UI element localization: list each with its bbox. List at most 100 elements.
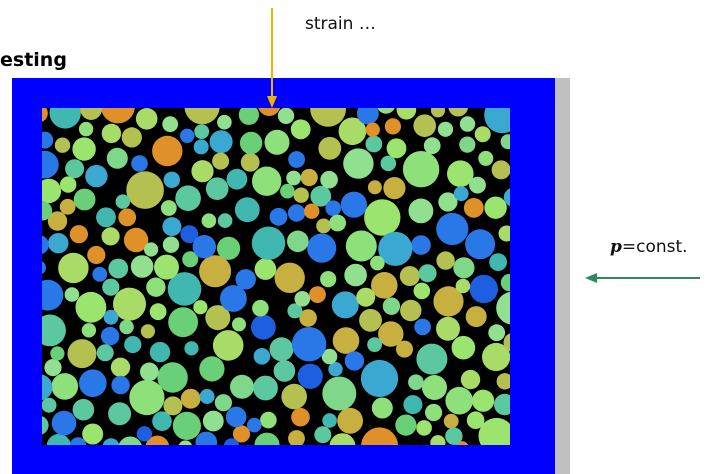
particle [438, 122, 453, 137]
particle [408, 374, 424, 390]
particle [361, 360, 398, 397]
particle [286, 171, 301, 186]
particle [288, 151, 305, 168]
particle [260, 412, 277, 429]
particle [278, 108, 294, 124]
particle [193, 235, 216, 258]
particle [346, 231, 377, 262]
diagram: esting strain … p=const. [0, 0, 721, 474]
particle [320, 271, 336, 287]
particle [141, 324, 155, 338]
particle [111, 358, 130, 377]
particle [465, 229, 495, 259]
particle [150, 303, 167, 320]
particle [137, 426, 152, 441]
particle [136, 108, 158, 130]
particle [464, 198, 484, 218]
particle [85, 165, 107, 187]
particle [247, 418, 262, 433]
particle [322, 377, 356, 411]
particle [254, 348, 271, 365]
particle [366, 123, 380, 137]
particle [364, 199, 400, 235]
particle [422, 375, 447, 400]
particle [416, 344, 447, 375]
particle [72, 137, 95, 160]
particle [370, 256, 385, 271]
particle [102, 227, 120, 245]
particle [52, 411, 77, 436]
particle [126, 171, 164, 209]
particle [416, 420, 432, 436]
particle [436, 251, 454, 269]
particle [87, 246, 105, 264]
particle [367, 337, 382, 352]
particle [294, 188, 309, 203]
particle [472, 390, 494, 412]
particle [252, 167, 281, 196]
particle [252, 300, 269, 317]
particle [445, 428, 462, 445]
particle [459, 137, 475, 153]
particle [461, 370, 480, 389]
particle [414, 319, 431, 336]
particle [108, 259, 128, 279]
particle [280, 184, 295, 199]
particle [79, 122, 93, 136]
particle [400, 266, 420, 286]
particle [55, 138, 70, 153]
particle [82, 424, 103, 445]
particle [119, 320, 133, 334]
particle [470, 275, 498, 303]
particle [411, 235, 431, 255]
particle [131, 155, 148, 172]
particle [478, 151, 493, 166]
particle [307, 234, 336, 263]
particle [65, 159, 84, 178]
particle [241, 153, 260, 172]
particle [345, 351, 364, 370]
particle [316, 219, 331, 234]
particle [111, 376, 129, 394]
particle [295, 291, 311, 307]
particle [70, 225, 88, 243]
particle [484, 197, 506, 219]
particle [82, 323, 96, 337]
particle [368, 180, 382, 194]
particle [341, 192, 367, 218]
particle [116, 194, 130, 208]
particle [291, 119, 311, 139]
particle [436, 317, 460, 341]
particle [292, 327, 326, 361]
particle [281, 384, 307, 410]
particle [131, 255, 154, 278]
particle [454, 186, 469, 201]
particle [191, 160, 213, 182]
particle [322, 413, 337, 428]
particle [226, 407, 247, 428]
particle [44, 359, 61, 376]
particle [414, 283, 431, 300]
particle [252, 227, 285, 260]
particle [265, 130, 290, 155]
particle [163, 237, 179, 253]
particle [456, 279, 471, 294]
particle [60, 199, 76, 215]
particle [50, 346, 64, 360]
particle [206, 177, 229, 200]
particle [65, 287, 80, 302]
particle [387, 138, 407, 158]
particle [301, 169, 318, 186]
particle [403, 395, 422, 414]
particle [74, 189, 96, 211]
particle [180, 129, 194, 143]
particle [445, 387, 473, 415]
particle [356, 288, 375, 307]
particle [240, 132, 262, 154]
particle [274, 360, 296, 382]
particle [118, 209, 136, 227]
particle [288, 204, 305, 221]
particle [144, 242, 158, 256]
particle [381, 156, 397, 172]
particle [217, 115, 232, 130]
